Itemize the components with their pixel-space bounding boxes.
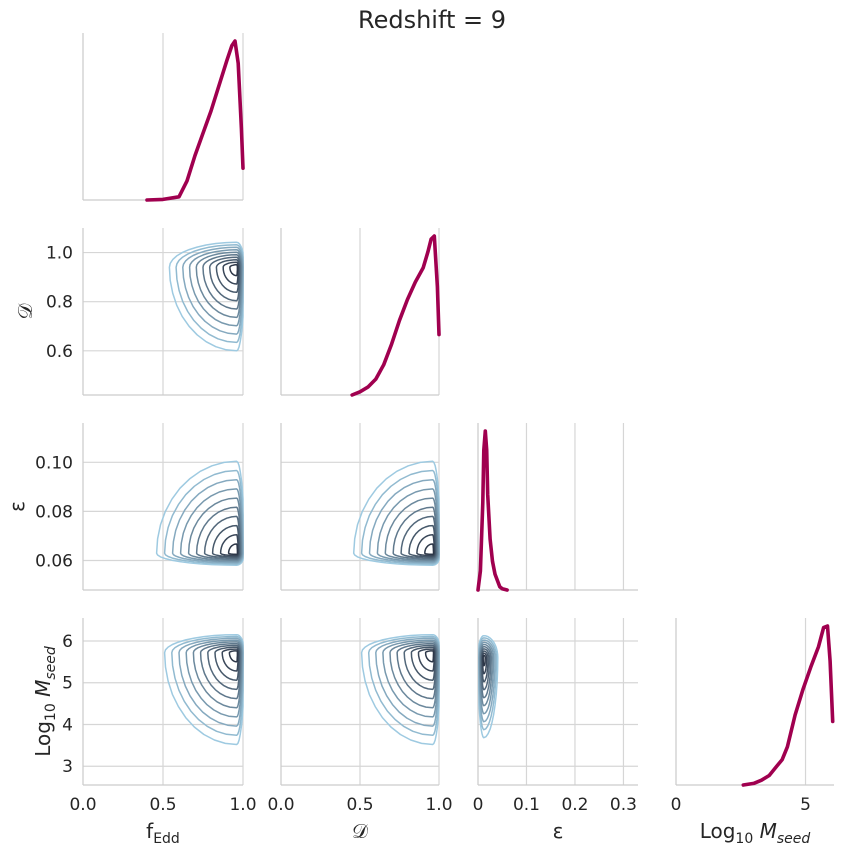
y-tick-label: 4 bbox=[62, 715, 73, 735]
contour-level bbox=[219, 534, 239, 557]
contour-level bbox=[396, 642, 438, 700]
x-axis-label-log-mseed: Log10 Mseed bbox=[700, 819, 811, 847]
contour-level bbox=[207, 644, 241, 691]
contour-level bbox=[171, 635, 244, 737]
contour-level bbox=[171, 478, 244, 564]
x-tick-label: 0 bbox=[671, 795, 682, 815]
contour-level bbox=[215, 259, 240, 294]
contour-level bbox=[195, 251, 243, 319]
x-tick-label: 5 bbox=[800, 795, 811, 815]
contour-level bbox=[202, 254, 242, 310]
contour-level bbox=[410, 646, 436, 681]
y-tick-label: 0.10 bbox=[35, 453, 73, 473]
y-tick-label: 0.08 bbox=[35, 502, 73, 522]
contour-level bbox=[375, 637, 440, 727]
contour-level bbox=[163, 469, 244, 565]
contour-level bbox=[424, 543, 435, 556]
contour-level bbox=[389, 641, 439, 709]
contour-level bbox=[367, 635, 440, 737]
x-axis-label-fedd: fEdd bbox=[146, 819, 180, 847]
contour-level bbox=[360, 633, 440, 746]
contour-level bbox=[195, 506, 242, 560]
x-tick-label: 0.5 bbox=[149, 795, 176, 815]
y-tick-label: 3 bbox=[62, 757, 73, 777]
x-tick-label: 0.2 bbox=[561, 795, 588, 815]
x-tick-label: 0.0 bbox=[69, 795, 96, 815]
contour-level bbox=[211, 524, 240, 558]
contour-level bbox=[175, 244, 244, 344]
contour-level bbox=[227, 543, 239, 556]
joint-kde-logM-fEdd bbox=[163, 633, 244, 746]
contour-level bbox=[384, 497, 439, 562]
contour-level bbox=[360, 469, 440, 565]
contour-level bbox=[178, 637, 244, 727]
contour-level bbox=[368, 478, 440, 564]
joint-kde-eps-fEdd bbox=[155, 460, 244, 566]
marginal-kde-D bbox=[350, 234, 441, 397]
contour-level bbox=[416, 534, 436, 557]
contour-level bbox=[179, 488, 243, 563]
contour-level bbox=[424, 650, 435, 663]
contour-level bbox=[168, 241, 244, 352]
contour-level bbox=[376, 488, 440, 563]
contour-level bbox=[382, 639, 440, 718]
contour-level bbox=[482, 654, 486, 667]
contour-level bbox=[185, 639, 243, 718]
contour-level bbox=[163, 633, 244, 746]
x-tick-label: 0.5 bbox=[346, 795, 373, 815]
x-axis-label-epsilon: ε bbox=[553, 819, 564, 843]
marginal-kde-eps bbox=[476, 429, 509, 592]
x-tick-label: 0.3 bbox=[610, 795, 637, 815]
contour-level bbox=[229, 264, 239, 277]
x-axis-label-d: 𝒟 bbox=[352, 819, 368, 843]
contour-level bbox=[403, 644, 437, 691]
contour-level bbox=[187, 497, 243, 562]
y-axis-label-d: 𝒟 bbox=[13, 303, 37, 319]
contour-level bbox=[352, 460, 440, 566]
joint-kde-eps-D bbox=[352, 460, 440, 566]
contour-level bbox=[188, 249, 243, 327]
y-tick-label: 6 bbox=[62, 632, 73, 652]
marginal-kde-logM bbox=[741, 624, 835, 787]
contour-level bbox=[222, 261, 239, 285]
contour-level bbox=[228, 650, 239, 663]
y-tick-label: 0.06 bbox=[35, 552, 73, 572]
contour-level bbox=[408, 524, 436, 558]
contour-level bbox=[392, 506, 438, 560]
contour-level bbox=[155, 460, 244, 566]
y-tick-label: 0.8 bbox=[46, 293, 73, 313]
contour-level bbox=[203, 515, 241, 559]
contour-level bbox=[214, 646, 240, 681]
joint-kde-logM-D bbox=[360, 633, 440, 746]
x-tick-label: 0.1 bbox=[513, 795, 540, 815]
y-tick-label: 1.0 bbox=[46, 244, 73, 264]
contour-level bbox=[182, 246, 244, 335]
contour-level bbox=[208, 256, 241, 302]
x-tick-label: 1.0 bbox=[425, 795, 452, 815]
contour-level bbox=[199, 642, 242, 700]
contour-level bbox=[192, 641, 243, 709]
x-tick-label: 1.0 bbox=[229, 795, 256, 815]
y-tick-label: 5 bbox=[62, 674, 73, 694]
contour-level bbox=[400, 515, 437, 559]
x-tick-label: 0 bbox=[473, 795, 484, 815]
joint-kde-logM-eps bbox=[478, 634, 499, 739]
marginal-kde-fEdd bbox=[145, 39, 245, 202]
chart-title: Redshift = 9 bbox=[358, 6, 506, 34]
joint-kde-D-fEdd bbox=[168, 241, 244, 352]
y-tick-label: 0.6 bbox=[46, 342, 73, 362]
y-axis-label-log-mseed: Log10 Mseed bbox=[31, 646, 59, 757]
contour-level bbox=[221, 648, 239, 672]
contour-level bbox=[417, 648, 436, 672]
y-axis-label-epsilon: ε bbox=[5, 501, 29, 512]
x-tick-label: 0.0 bbox=[267, 795, 294, 815]
